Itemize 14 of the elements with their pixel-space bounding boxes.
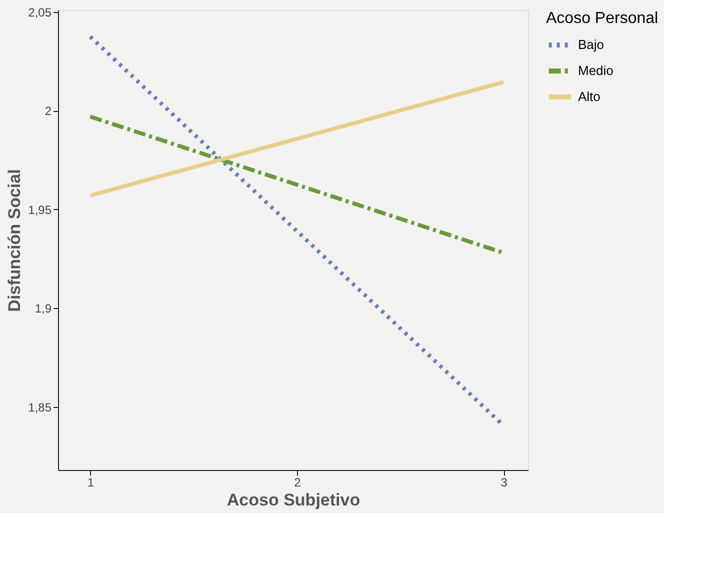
x-tick-label: 3 <box>500 476 508 490</box>
y-tick-label: 2,05 <box>28 5 52 20</box>
legend-title: Acoso Personal <box>546 10 658 27</box>
y-tick-label: 2 <box>44 104 52 118</box>
y-tick-label: 1,85 <box>28 400 52 414</box>
x-tick-label: 2 <box>294 476 302 490</box>
y-tick-label: 1,9 <box>34 302 52 316</box>
legend-label: Medio <box>578 63 614 78</box>
y-axis-title: Disfunción Social <box>5 169 24 312</box>
legend-label: Alto <box>578 89 600 104</box>
x-axis-title: Acoso Subjetivo <box>226 490 360 510</box>
y-tick-label: 1,95 <box>28 202 52 217</box>
legend-label: Bajo <box>578 37 604 52</box>
x-tick-label: 1 <box>87 476 94 490</box>
